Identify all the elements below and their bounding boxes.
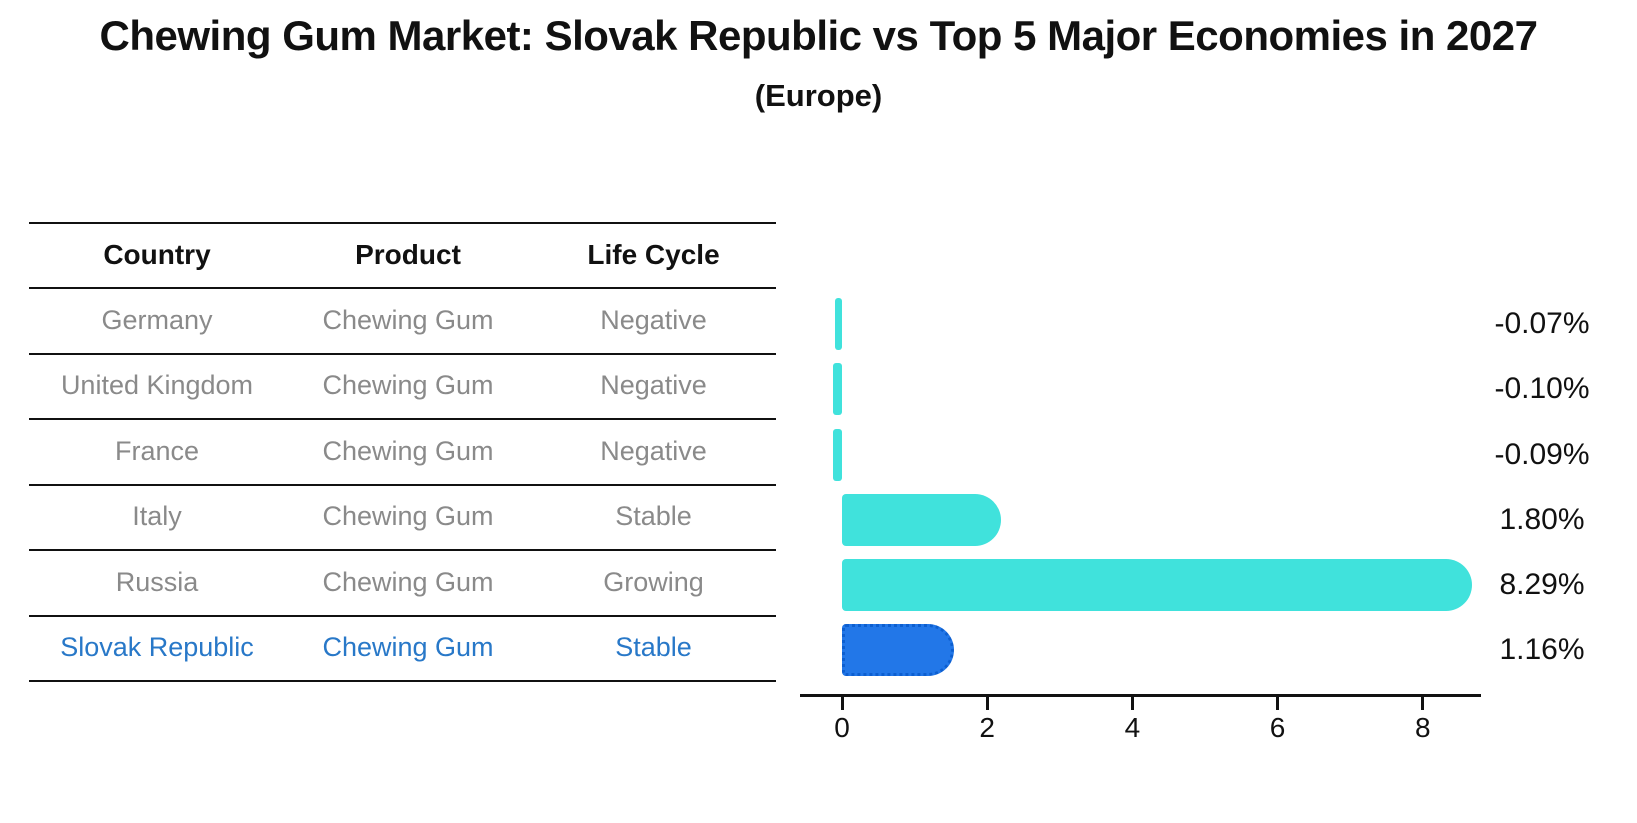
- table-row: Germany Chewing Gum Negative: [29, 287, 776, 353]
- results-table: Country Product Life Cycle Germany Chewin…: [0, 0, 800, 823]
- cell-product: Chewing Gum: [322, 632, 494, 662]
- x-axis-line: [800, 694, 1481, 697]
- cell-product: Chewing Gum: [322, 370, 494, 400]
- x-axis-tick-label: 4: [1124, 712, 1141, 743]
- value-label: -0.07%: [1494, 307, 1590, 340]
- table-rule: [29, 353, 776, 355]
- x-axis-tick: [1130, 697, 1134, 710]
- cell-product: Chewing Gum: [322, 566, 494, 597]
- table-rule: [29, 615, 776, 617]
- table-rule: [29, 222, 776, 224]
- x-axis-tick: [985, 697, 989, 710]
- bar: [842, 559, 1472, 611]
- x-axis-tick: [1276, 697, 1280, 710]
- x-axis-tick: [1421, 697, 1425, 710]
- value-label: -0.09%: [1494, 437, 1590, 471]
- table-header-product: Product: [355, 238, 461, 270]
- x-axis-tick-label: 6: [1269, 712, 1286, 743]
- cell-product: Chewing Gum: [322, 501, 494, 531]
- cell-country: United Kingdom: [60, 370, 254, 400]
- table-rule: [29, 484, 776, 486]
- page-title: Chewing Gum Market: Slovak Republic vs T…: [99, 12, 1538, 59]
- table-row: Italy Chewing Gum Stable: [29, 484, 776, 549]
- cell-lifecycle: Stable: [615, 632, 692, 662]
- value-label: 1.80%: [1499, 503, 1585, 536]
- bar: [834, 298, 842, 350]
- cell-lifecycle: Stable: [615, 501, 692, 531]
- table-header-row: Country Product Life Cycle: [29, 222, 776, 287]
- cell-lifecycle: Growing: [603, 566, 704, 597]
- cell-lifecycle: Negative: [600, 435, 707, 466]
- table-header-country: Country: [103, 238, 211, 270]
- table-header-lifecycle: Life Cycle: [587, 238, 720, 270]
- cell-country: Russia: [115, 566, 199, 597]
- cell-product: Chewing Gum: [322, 435, 494, 466]
- table-rule: [29, 680, 776, 682]
- table-row: United Kingdom Chewing Gum Negative: [29, 353, 776, 418]
- value-label: -0.10%: [1494, 372, 1590, 405]
- cell-country: France: [114, 435, 200, 466]
- x-axis-tick: [840, 697, 844, 710]
- bar: [833, 428, 842, 481]
- cell-country: Italy: [132, 501, 182, 531]
- cell-country: Germany: [101, 304, 213, 335]
- x-axis-tick-label: 8: [1415, 712, 1431, 743]
- table-rule: [29, 287, 776, 289]
- cell-product: Chewing Gum: [322, 304, 494, 335]
- cell-country: Slovak Republic: [60, 632, 254, 662]
- x-axis-tick-label: 0: [834, 712, 850, 743]
- table-rule: [29, 549, 776, 551]
- value-label: 8.29%: [1499, 568, 1585, 601]
- x-axis-tick-label: 2: [979, 712, 995, 743]
- table-row: Russia Chewing Gum Growing: [29, 549, 776, 615]
- bar: [842, 494, 1001, 546]
- value-label: 1.16%: [1499, 633, 1585, 666]
- table-rule: [29, 418, 776, 420]
- cell-lifecycle: Negative: [600, 304, 707, 335]
- table-row: Slovak Republic Chewing Gum Stable: [29, 615, 776, 680]
- bar: [832, 363, 842, 415]
- page-subtitle: (Europe): [754, 78, 883, 113]
- cell-lifecycle: Negative: [600, 370, 707, 400]
- table-row: France Chewing Gum Negative: [29, 418, 776, 484]
- bar-highlighted: [842, 624, 955, 676]
